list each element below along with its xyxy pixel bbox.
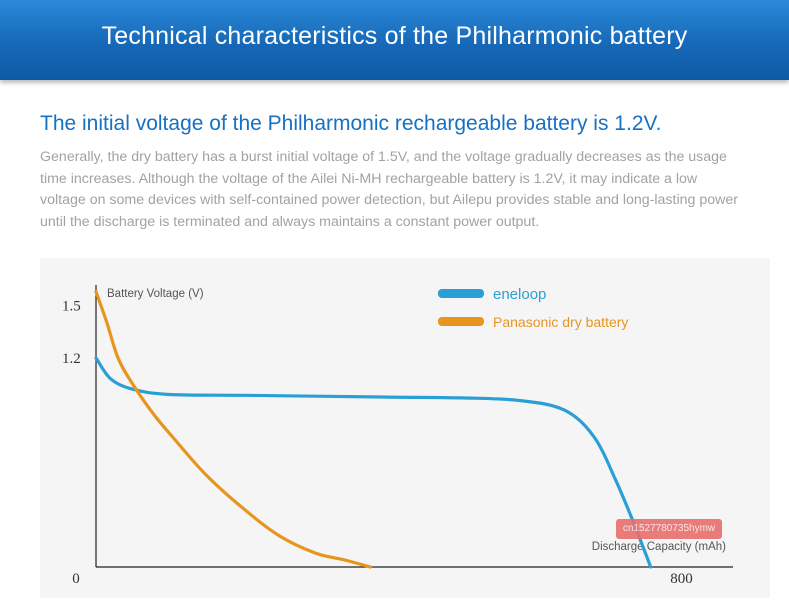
legend-swatch-panasonic bbox=[438, 317, 484, 326]
legend-label-eneloop: eneloop bbox=[493, 286, 546, 303]
section-description: Generally, the dry battery has a burst i… bbox=[40, 149, 738, 230]
series-group bbox=[94, 290, 653, 569]
tick-labels: 1.5 1.2 0 800 bbox=[62, 299, 693, 587]
y-axis-label: Battery Voltage (V) bbox=[107, 288, 204, 300]
x-tick-label: 0 bbox=[72, 571, 80, 587]
chart-background bbox=[40, 258, 770, 598]
legend: eneloop Panasonic dry battery bbox=[438, 286, 628, 330]
x-axis-label: Discharge Capacity (mAh) bbox=[592, 541, 726, 553]
y-tick-label: 1.5 bbox=[62, 299, 81, 315]
x-tick-label: 800 bbox=[670, 571, 693, 587]
header-banner: Technical characteristics of the Philhar… bbox=[0, 0, 789, 80]
series-line-panasonic bbox=[94, 290, 372, 569]
chart-axes bbox=[95, 285, 733, 568]
series-line-eneloop bbox=[94, 356, 653, 569]
legend-swatch-eneloop bbox=[438, 289, 484, 298]
y-tick-label: 1.2 bbox=[62, 351, 81, 367]
legend-label-panasonic: Panasonic dry battery bbox=[493, 314, 628, 330]
watermark-badge: cn1527780735hymw bbox=[616, 519, 722, 539]
page-title: Technical characteristics of the Philhar… bbox=[101, 22, 688, 50]
section-heading: The initial voltage of the Philharmonic … bbox=[40, 112, 662, 135]
